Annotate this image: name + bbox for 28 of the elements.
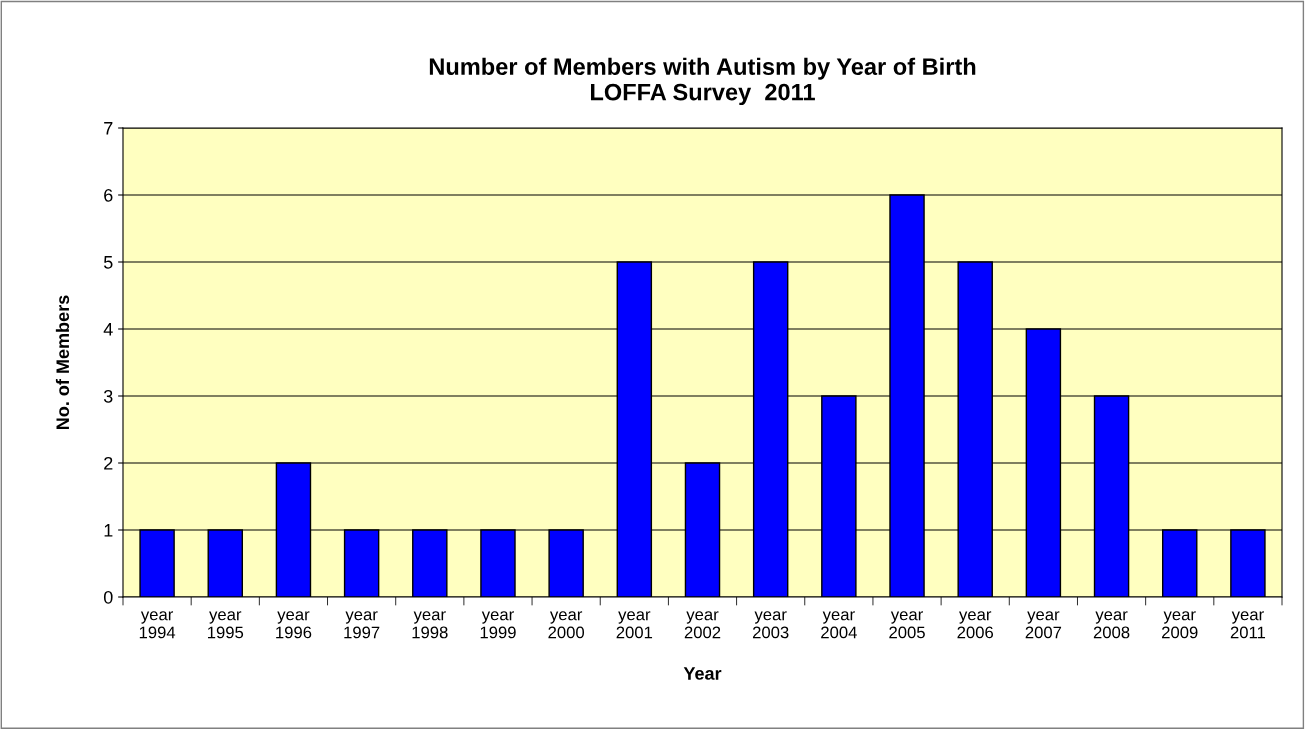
x-tick-label: year 1998 <box>412 611 448 639</box>
y-tick-label: 4 <box>103 323 113 336</box>
x-tick-label: year 2003 <box>752 611 789 639</box>
y-tick-label: 1 <box>104 524 113 537</box>
x-tick-label: year 2005 <box>889 611 925 639</box>
x-tick-label: year 2001 <box>616 611 653 639</box>
x-tick-label: year 2008 <box>1093 611 1130 639</box>
x-tick-label: year 1994 <box>139 611 176 639</box>
y-tick-label: 3 <box>103 389 113 403</box>
x-tick-label: year 1995 <box>208 611 244 639</box>
x-tick-label: year 1999 <box>480 611 516 639</box>
x-axis-title: Year <box>683 667 722 680</box>
x-tick-label: year 2006 <box>957 611 994 639</box>
chart-title: Number of Members with Autism by Year of Birth LOFFA Survey 2011 <box>429 57 976 106</box>
y-tick-label: 6 <box>104 188 113 202</box>
x-tick-label: year 2004 <box>821 611 857 639</box>
x-tick-label: year 2011 <box>1230 611 1266 639</box>
x-tick-label: year 1996 <box>276 611 312 639</box>
y-tick-label: 5 <box>103 256 113 269</box>
x-tick-label: year 2009 <box>1162 611 1198 639</box>
x-tick-label: year 2007 <box>1025 611 1062 639</box>
y-axis-title: No. of Members <box>55 295 70 430</box>
x-tick-label: year 2002 <box>684 611 721 639</box>
x-tick-label: year 1997 <box>344 611 380 639</box>
y-tick-label: 2 <box>104 456 113 470</box>
x-tick-label: year 2000 <box>548 611 585 639</box>
y-tick-label: 0 <box>103 590 113 604</box>
y-tick-label: 7 <box>104 122 113 135</box>
